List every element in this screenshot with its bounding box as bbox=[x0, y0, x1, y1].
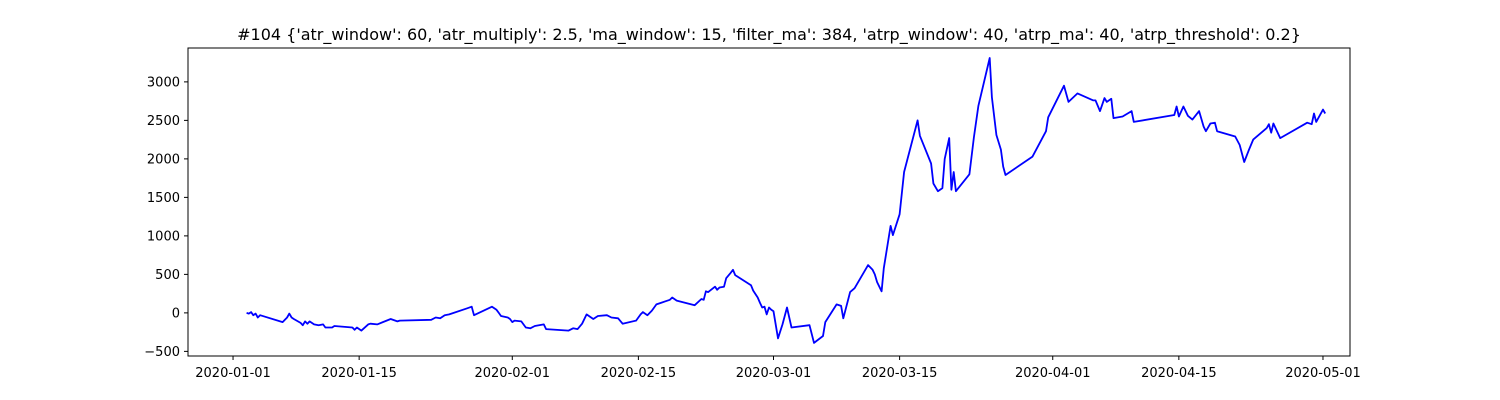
y-tick-label: 2500 bbox=[147, 114, 180, 129]
plot-frame bbox=[187, 47, 1351, 357]
x-tick-label: 2020-01-15 bbox=[321, 366, 397, 381]
y-tick-label: −500 bbox=[144, 345, 180, 360]
x-tick-label: 2020-01-01 bbox=[195, 366, 271, 381]
x-tick-label: 2020-05-01 bbox=[1285, 366, 1361, 381]
y-tick-label: 1500 bbox=[147, 191, 180, 206]
y-tick-label: 2000 bbox=[147, 152, 180, 167]
x-tick-label: 2020-03-01 bbox=[736, 366, 812, 381]
y-tick-label: 1000 bbox=[147, 229, 180, 244]
y-axis: −500 0 500 1000 1500 2000 2500 3000 bbox=[144, 75, 188, 360]
x-tick-label: 2020-02-01 bbox=[474, 366, 550, 381]
x-tick-label: 2020-03-15 bbox=[862, 366, 938, 381]
chart-title: #104 {'atr_window': 60, 'atr_multiply': … bbox=[237, 25, 1301, 45]
y-tick-label: 3000 bbox=[147, 75, 180, 90]
x-tick-label: 2020-02-15 bbox=[601, 366, 677, 381]
y-tick-label: 500 bbox=[155, 268, 180, 283]
y-tick-label: 0 bbox=[172, 306, 180, 321]
x-tick-label: 2020-04-01 bbox=[1015, 366, 1091, 381]
series-line bbox=[246, 57, 1326, 344]
x-axis: 2020-01-01 2020-01-15 2020-02-01 2020-02-15… bbox=[195, 356, 1361, 381]
x-tick-label: 2020-04-15 bbox=[1141, 366, 1217, 381]
